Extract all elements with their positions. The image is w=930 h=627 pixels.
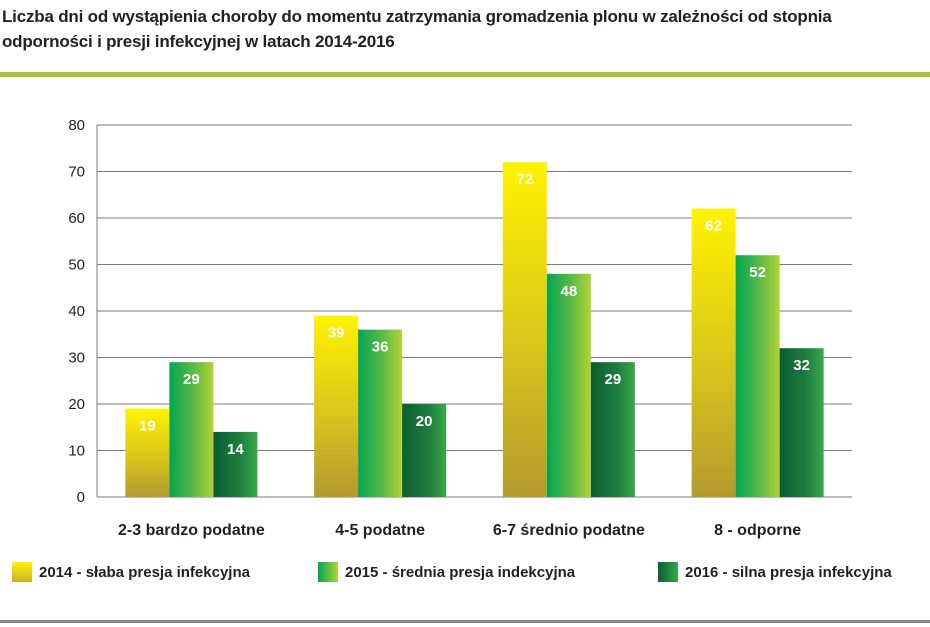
data-label: 48 [561,283,578,300]
y-tick-label: 60 [68,210,85,227]
data-label: 36 [372,339,389,356]
y-axis-ticks: 0 10 20 30 40 50 60 70 80 [68,117,85,506]
y-tick-label: 0 [77,489,85,506]
bar-1-1 [358,329,403,497]
y-tick-label: 40 [68,303,85,320]
data-label: 39 [328,325,345,342]
y-tick-label: 30 [68,350,85,367]
bar-1-2 [546,273,591,497]
data-labels: 19 29 14 39 36 20 72 48 29 62 52 32 [139,171,810,458]
bar-0-2 [502,162,547,497]
legend-label-2015: 2015 - średnia presja indekcyjna [345,563,576,581]
category-labels: 2-3 bardzo podatne 4-5 podatne 6-7 średnio… [118,522,801,539]
legend: 2014 - słaba presja infekcyjna 2015 - śr… [0,562,930,592]
legend-item-2016: 2016 - silna presja infekcyjna [658,562,892,582]
legend-swatch-2015 [318,562,338,582]
bar-chart: 0 10 20 30 40 50 60 70 80 19 29 14 39 36 20 72 48 29 62 52… [68,117,852,539]
y-tick-label: 20 [68,396,85,413]
category-label: 8 - odporne [714,522,801,539]
data-label: 20 [416,413,433,430]
bar-2-2 [590,362,635,497]
data-label: 52 [749,264,766,281]
y-tick-label: 80 [68,117,85,134]
data-label: 29 [605,371,622,388]
category-label: 4-5 podatne [335,522,425,539]
title-rule [0,72,930,77]
bar-0-3 [691,208,736,497]
bar-1-3 [735,255,780,497]
data-label: 29 [183,371,200,388]
category-label: 2-3 bardzo podatne [118,522,265,539]
bottom-rule [0,620,930,623]
data-label: 14 [227,441,244,458]
legend-label-2014: 2014 - słaba presja infekcyjna [39,563,250,581]
bar-0-1 [314,315,359,497]
chart-title: Liczba dni od wystąpienia choroby do mom… [2,7,832,51]
legend-swatch-2014 [12,562,32,582]
y-tick-label: 70 [68,164,85,181]
category-label: 6-7 średnio podatne [493,522,645,539]
legend-item-2015: 2015 - średnia presja indekcyjna [318,562,575,582]
y-tick-label: 50 [68,257,85,274]
bar-0-0 [125,408,170,497]
data-label: 72 [517,171,534,188]
y-tick-label: 10 [68,443,85,460]
legend-label-2016: 2016 - silna presja infekcyjna [685,563,892,581]
bar-2-1 [402,404,447,497]
bars [125,162,824,497]
legend-swatch-2016 [658,562,678,582]
bar-2-3 [779,348,824,497]
data-label: 62 [705,218,722,235]
data-label: 32 [793,357,810,374]
data-label: 19 [139,418,156,435]
bar-1-0 [169,362,214,497]
legend-item-2014: 2014 - słaba presja infekcyjna [12,562,250,582]
bar-2-0 [213,431,258,497]
